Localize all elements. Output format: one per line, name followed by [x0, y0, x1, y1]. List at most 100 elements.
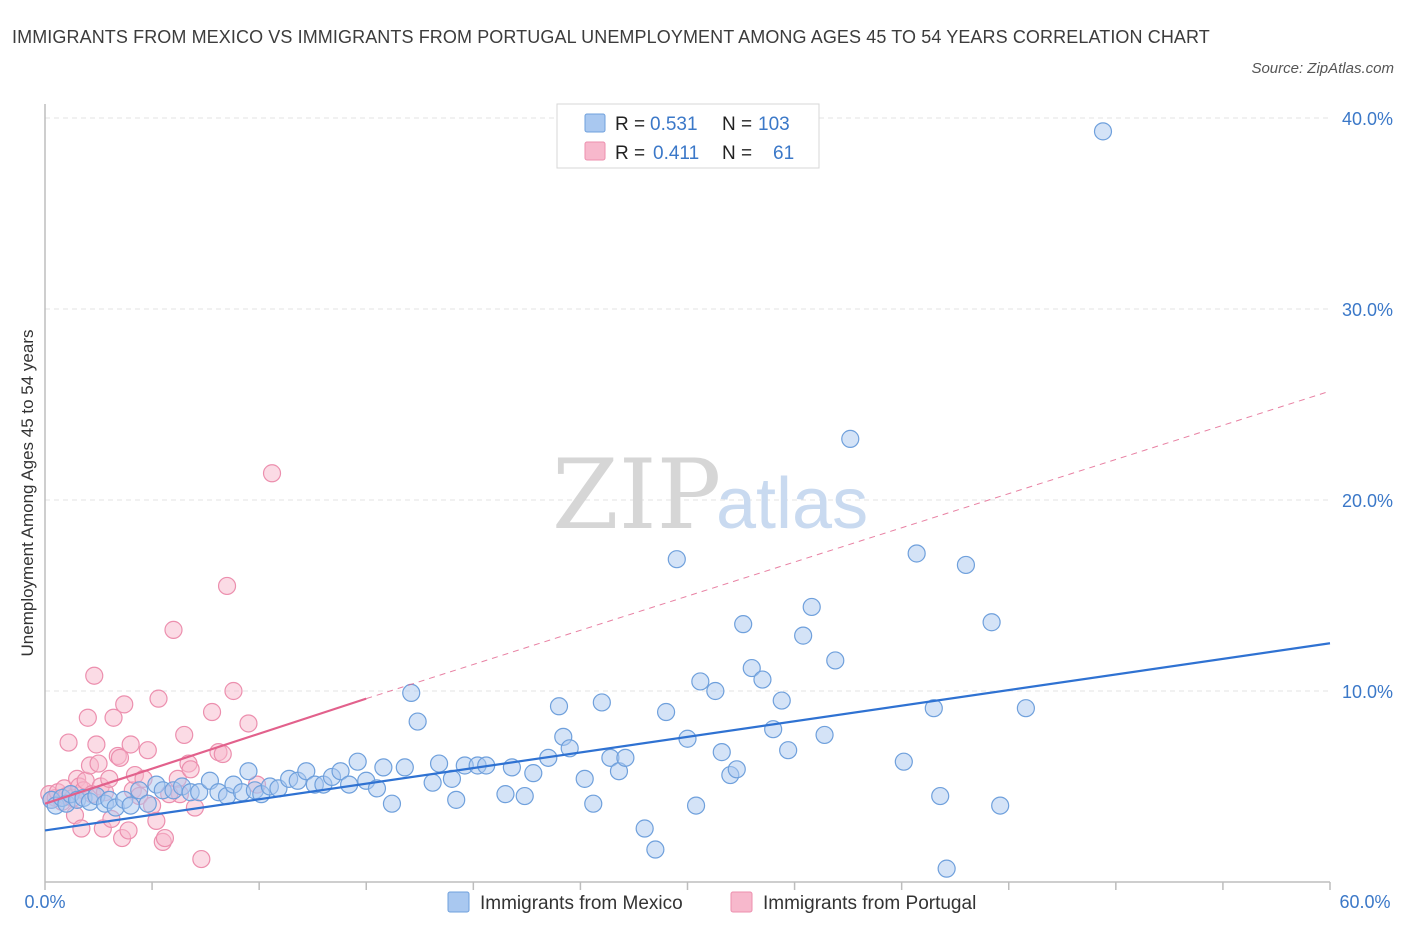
mexico-point	[592, 693, 611, 712]
stats-swatch-portugal	[584, 141, 606, 161]
portugal-point	[239, 714, 258, 733]
stats-r-value-portugal: 0.411	[653, 143, 699, 164]
mexico-point	[1093, 122, 1113, 141]
mexico-point	[408, 712, 427, 731]
stats-n-label-mexico: N =	[722, 114, 752, 135]
portugal-point	[262, 464, 282, 483]
mexico-point	[496, 785, 515, 804]
x-axis-ticks	[44, 882, 1331, 890]
portugal-point	[181, 760, 200, 779]
y-axis-label: Unemployment Among Ages 45 to 54 years	[18, 330, 37, 657]
mexico-point	[524, 764, 543, 783]
mexico-point	[931, 786, 950, 806]
mexico-point	[956, 555, 976, 575]
mexico-point	[121, 796, 140, 815]
stats-n-value-mexico: 103	[758, 114, 790, 135]
portugal-point	[202, 702, 222, 722]
y-tick-label: 40.0%	[1342, 109, 1393, 129]
portugal-point	[147, 811, 166, 830]
mexico-point	[706, 681, 725, 701]
mexico-point	[772, 691, 791, 710]
portugal-point	[192, 849, 211, 869]
stats-swatch-mexico	[584, 113, 606, 133]
trend-line-portugal	[44, 697, 367, 805]
legend-swatch-portugal	[730, 891, 753, 913]
mexico-point	[686, 796, 706, 815]
portugal-point	[59, 733, 78, 752]
mexico-point	[991, 796, 1010, 815]
y-tick-labels: 10.0% 20.0% 30.0% 40.0%	[1342, 109, 1393, 702]
mexico-point	[423, 773, 442, 792]
y-tick-label: 20.0%	[1342, 491, 1393, 511]
portugal-point	[89, 754, 108, 773]
mexico-point	[802, 597, 821, 617]
mexico-point	[549, 697, 569, 716]
mexico-point	[138, 794, 157, 813]
stats-r-value-mexico: 0.531	[650, 114, 698, 135]
legend-label-mexico: Immigrants from Mexico	[480, 893, 683, 914]
mexico-point	[841, 429, 860, 448]
portugal-point	[78, 708, 97, 727]
mexico-point	[429, 754, 449, 773]
trend-line-portugal-extension	[366, 390, 1331, 700]
legend-swatch-mexico	[447, 891, 470, 913]
mexico-point	[937, 859, 956, 878]
y-tick-label: 30.0%	[1342, 300, 1393, 320]
mexico-point	[924, 699, 943, 718]
mexico-points	[42, 122, 1113, 878]
mexico-point	[753, 670, 772, 689]
portugal-point	[110, 748, 130, 767]
portugal-point	[85, 666, 104, 685]
mexico-point	[331, 762, 350, 781]
mexico-point	[297, 762, 316, 781]
portugal-point	[72, 819, 91, 838]
x-tick-label-max: 60.0%	[1339, 892, 1390, 912]
source-credit: Source: ZipAtlas.com	[1251, 60, 1394, 77]
portugal-point	[155, 828, 175, 848]
mexico-point	[395, 758, 414, 777]
mexico-point	[826, 651, 845, 670]
portugal-point	[115, 695, 134, 714]
mexico-point	[374, 758, 393, 777]
stats-r-label-mexico: R =	[615, 114, 645, 135]
mexico-point	[894, 752, 913, 771]
portugal-point	[104, 708, 123, 727]
mexico-point	[646, 840, 665, 859]
mexico-point	[239, 762, 258, 781]
mexico-point	[667, 550, 686, 569]
mexico-point	[734, 615, 753, 634]
portugal-point	[121, 735, 140, 754]
mexico-point	[982, 613, 1001, 632]
mexico-point	[712, 743, 731, 762]
mexico-point	[584, 794, 603, 813]
mexico-point	[1016, 699, 1035, 718]
x-tick-label-min: 0.0%	[24, 892, 65, 912]
mexico-point	[907, 544, 926, 563]
portugal-point	[138, 741, 157, 760]
mexico-point	[447, 790, 466, 809]
watermark-zip: ZIP	[552, 439, 721, 551]
mexico-point	[779, 741, 798, 760]
portugal-point	[217, 576, 237, 596]
mexico-point	[575, 769, 594, 788]
legend-label-portugal: Immigrants from Portugal	[763, 893, 976, 914]
portugal-point	[164, 620, 183, 639]
mexico-point	[794, 626, 813, 645]
stats-box: R = 0.531 N = 103 R = 0.411 N = 61	[556, 103, 820, 169]
mexico-point	[190, 783, 209, 802]
gridlines	[45, 117, 1330, 692]
portugal-point	[87, 735, 106, 754]
portugal-point	[119, 821, 138, 840]
mexico-point	[691, 672, 710, 691]
stats-r-label-portugal: R =	[615, 143, 645, 164]
stats-n-label-portugal: N =	[722, 143, 752, 164]
portugal-point	[175, 725, 194, 745]
mexico-point	[367, 779, 387, 798]
chart-title: IMMIGRANTS FROM MEXICO VS IMMIGRANTS FRO…	[12, 27, 1210, 47]
portugal-point	[149, 689, 168, 708]
mexico-point	[815, 725, 834, 745]
mexico-point	[742, 658, 761, 678]
y-tick-label: 10.0%	[1342, 682, 1393, 702]
mexico-point	[656, 702, 676, 722]
